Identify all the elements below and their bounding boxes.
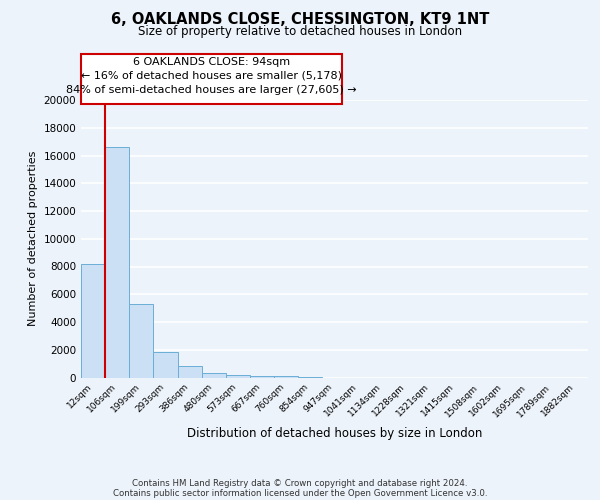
- Text: Contains HM Land Registry data © Crown copyright and database right 2024.: Contains HM Land Registry data © Crown c…: [132, 479, 468, 488]
- Bar: [250, 376, 274, 378]
- Bar: [274, 376, 298, 378]
- Text: Size of property relative to detached houses in London: Size of property relative to detached ho…: [138, 25, 462, 38]
- X-axis label: Distribution of detached houses by size in London: Distribution of detached houses by size …: [187, 427, 482, 440]
- Bar: [298, 376, 322, 378]
- Text: 6 OAKLANDS CLOSE: 94sqm
← 16% of detached houses are smaller (5,178)
84% of semi: 6 OAKLANDS CLOSE: 94sqm ← 16% of detache…: [66, 57, 357, 95]
- Text: 6, OAKLANDS CLOSE, CHESSINGTON, KT9 1NT: 6, OAKLANDS CLOSE, CHESSINGTON, KT9 1NT: [111, 12, 489, 28]
- Text: Contains public sector information licensed under the Open Government Licence v3: Contains public sector information licen…: [113, 489, 487, 498]
- Bar: [226, 374, 250, 378]
- Bar: [154, 352, 178, 378]
- Bar: [178, 366, 202, 378]
- Y-axis label: Number of detached properties: Number of detached properties: [28, 151, 38, 326]
- Bar: [105, 147, 129, 378]
- Bar: [202, 374, 226, 378]
- Bar: [129, 304, 154, 378]
- Bar: [81, 264, 105, 378]
